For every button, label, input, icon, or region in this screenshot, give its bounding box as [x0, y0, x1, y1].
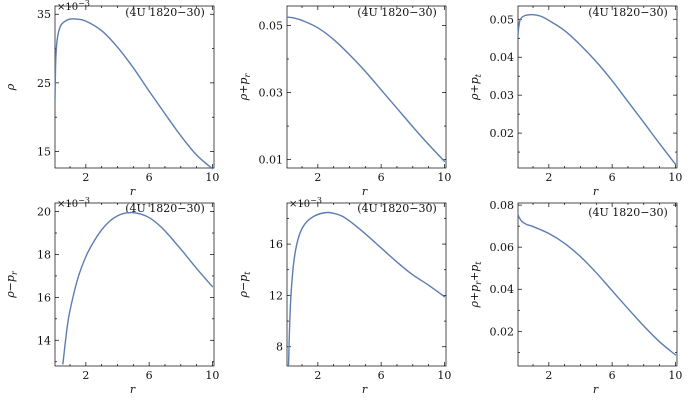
y-axis-label: ρ — [4, 83, 17, 91]
x-tick-label: 2 — [82, 171, 89, 184]
chart-panel-1: 2 6 10 15 25 35 r ρ ×10−3 (4U 1820−30) — [4, 0, 219, 198]
x-axis-label: r — [130, 383, 136, 396]
y-axis-label: ρ+pr+pt — [468, 261, 483, 309]
x-tick-label: 2 — [314, 369, 321, 382]
plot-frame — [286, 5, 447, 169]
series-line-1 — [287, 211, 446, 366]
chart-panel-6: 2 6 10 0.02 0.04 0.06 0.08 r ρ+pr+pt (4U 1820−30) — [468, 199, 682, 396]
series-line-1 — [517, 212, 677, 356]
plot-frame — [286, 202, 447, 367]
y-axis-label: ρ+pr — [237, 73, 252, 102]
y-tick-label: 0.06 — [490, 241, 515, 254]
x-tick-label: 6 — [609, 171, 616, 184]
y-axis-label: ρ−pt — [237, 271, 252, 299]
x-tick-label: 10 — [437, 171, 451, 184]
y-tick-label: 12 — [269, 289, 283, 302]
y-tick-label: 0.05 — [490, 13, 515, 26]
y-tick-label: 14 — [37, 334, 51, 347]
y-tick-label: 0.01 — [259, 154, 284, 167]
x-axis-label: r — [362, 383, 368, 396]
y-tick-label: 20 — [37, 206, 51, 219]
chart-annotation: (4U 1820−30) — [588, 206, 668, 219]
plot-frame — [517, 202, 678, 367]
x-tick-label: 2 — [545, 171, 552, 184]
x-tick-label: 10 — [668, 171, 682, 184]
chart-panel-4: 2 6 10 14 16 18 20 r ρ−pr ×10−3 (4U 1820−30) — [4, 196, 219, 396]
axis-multiplier: ×10−3 — [57, 0, 90, 13]
y-axis-label: ρ+pt — [468, 73, 483, 101]
x-axis-label: r — [130, 185, 136, 198]
chart-panel-5: 2 6 10 8 12 16 r ρ−pt ×10−3 (4U 1820−30) — [237, 196, 451, 396]
x-tick-label: 10 — [205, 171, 219, 184]
y-tick-label: 0.05 — [259, 19, 284, 32]
y-tick-label: 0.08 — [490, 199, 515, 212]
chart-annotation: (4U 1820−30) — [125, 6, 205, 19]
x-tick-label: 10 — [437, 369, 451, 382]
y-tick-label: 0.03 — [259, 87, 284, 100]
series-line-1 — [54, 18, 214, 170]
y-tick-label: 35 — [37, 8, 51, 21]
y-tick-label: 15 — [37, 146, 51, 159]
series-line-1 — [286, 16, 446, 162]
x-tick-label: 6 — [609, 369, 616, 382]
axis-multiplier: ×10−3 — [57, 196, 90, 210]
axis-multiplier: ×10−3 — [289, 196, 322, 210]
x-tick-label: 10 — [668, 369, 682, 382]
x-tick-label: 2 — [82, 369, 89, 382]
chart-panel-2: 2 6 10 0.01 0.03 0.05 r ρ+pr (4U 1820−30) — [237, 5, 451, 198]
chart-annotation: (4U 1820−30) — [357, 6, 437, 19]
y-axis-label: ρ−pr — [4, 270, 19, 299]
x-tick-label: 2 — [545, 369, 552, 382]
x-tick-label: 6 — [146, 369, 153, 382]
y-tick-label: 25 — [37, 77, 51, 90]
x-tick-label: 2 — [314, 171, 321, 184]
series-line-1 — [517, 13, 677, 165]
x-axis-label: r — [362, 185, 368, 198]
y-tick-label: 0.03 — [490, 89, 515, 102]
x-tick-label: 6 — [378, 171, 385, 184]
x-tick-label: 10 — [205, 369, 219, 382]
chart-panel-3: 2 6 10 0.02 0.03 0.04 0.05 r ρ+pt (4U 1820−30) — [468, 5, 682, 198]
x-tick-label: 6 — [378, 369, 385, 382]
x-tick-label: 6 — [146, 171, 153, 184]
y-tick-label: 0.04 — [490, 51, 515, 64]
y-tick-label: 0.02 — [490, 325, 515, 338]
chart-annotation: (4U 1820−30) — [125, 202, 205, 215]
plot-frame — [54, 5, 215, 169]
y-tick-label: 18 — [37, 248, 51, 261]
chart-annotation: (4U 1820−30) — [357, 202, 437, 215]
x-axis-label: r — [593, 383, 599, 396]
chart-annotation: (4U 1820−30) — [588, 6, 668, 19]
series-line-1 — [62, 211, 214, 365]
y-tick-label: 0.02 — [490, 127, 515, 140]
y-tick-label: 0.04 — [490, 283, 515, 296]
x-axis-label: r — [593, 185, 599, 198]
y-tick-label: 8 — [276, 341, 283, 354]
y-tick-label: 16 — [269, 238, 283, 251]
plot-frame — [54, 202, 215, 367]
y-tick-label: 16 — [37, 291, 51, 304]
plot-frame — [517, 5, 678, 169]
